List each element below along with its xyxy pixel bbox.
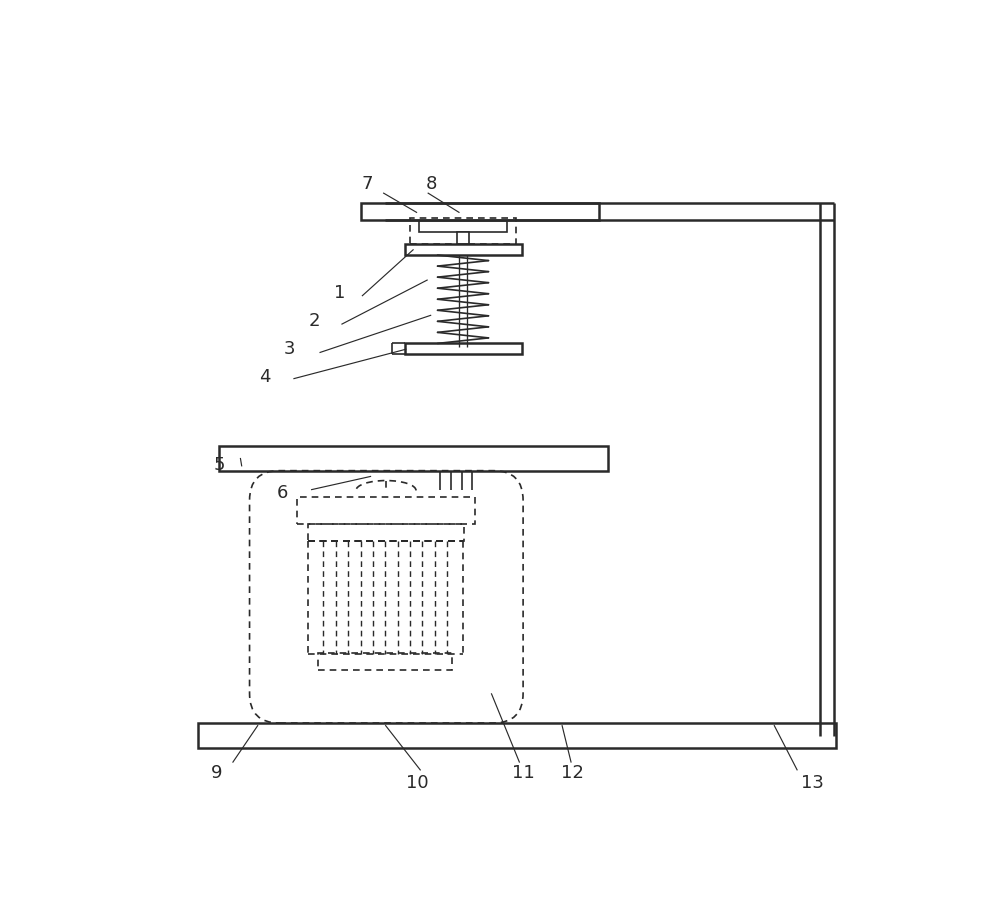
Bar <box>198 723 836 748</box>
Bar <box>297 497 475 523</box>
Text: 10: 10 <box>406 774 428 792</box>
Bar <box>457 231 469 244</box>
Text: 4: 4 <box>259 368 271 386</box>
Text: 2: 2 <box>309 312 320 330</box>
Bar <box>410 218 516 244</box>
Text: 13: 13 <box>801 774 824 792</box>
Bar <box>318 653 452 670</box>
Text: 11: 11 <box>512 764 534 782</box>
Text: 5: 5 <box>213 456 225 474</box>
Bar <box>361 204 599 219</box>
Text: 1: 1 <box>334 284 345 301</box>
Bar <box>308 523 464 542</box>
Bar <box>405 343 522 354</box>
Bar <box>405 244 522 255</box>
Bar <box>219 446 608 471</box>
Text: 7: 7 <box>362 175 373 194</box>
Text: 9: 9 <box>211 764 223 782</box>
Text: 3: 3 <box>284 340 296 358</box>
Text: 8: 8 <box>426 175 437 194</box>
Text: 6: 6 <box>277 485 288 502</box>
Bar <box>419 221 507 231</box>
Text: 12: 12 <box>561 764 584 782</box>
